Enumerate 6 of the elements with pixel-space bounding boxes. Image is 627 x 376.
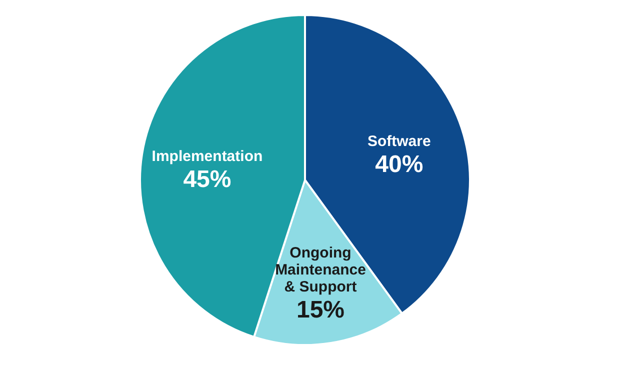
slice-label: Ongoing Maintenance & Support [275, 244, 366, 296]
data-label: 40% [375, 150, 424, 178]
data-label: 15% [296, 296, 345, 324]
slice-label: Software [367, 132, 431, 150]
slice-label: Implementation [152, 148, 263, 166]
data-label: 45% [183, 166, 232, 194]
